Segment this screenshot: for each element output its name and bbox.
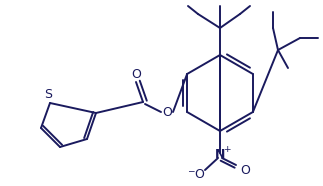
Text: O: O — [131, 68, 141, 81]
Text: O: O — [240, 163, 250, 177]
Text: N: N — [215, 148, 225, 161]
Text: −: − — [187, 166, 195, 176]
Text: S: S — [44, 87, 52, 100]
Text: +: + — [223, 145, 230, 155]
Text: O: O — [162, 105, 172, 118]
Text: O: O — [194, 169, 204, 182]
